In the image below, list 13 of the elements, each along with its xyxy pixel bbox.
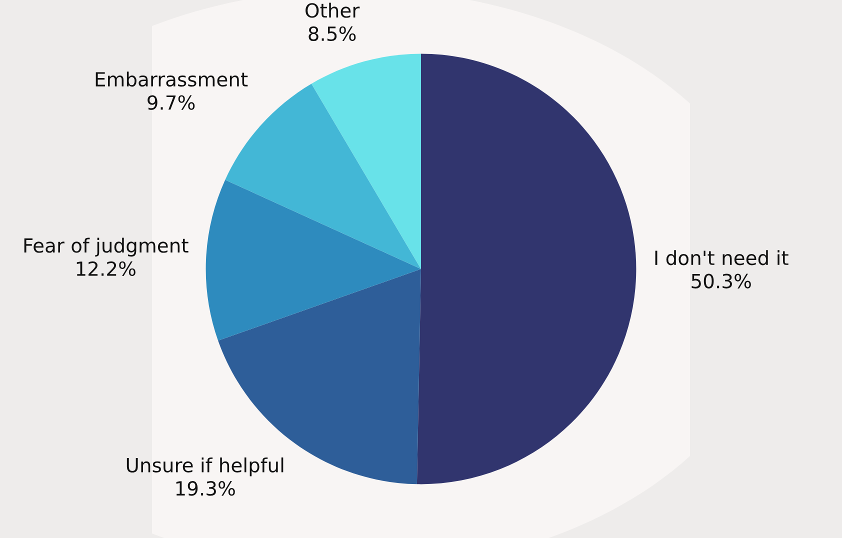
slice-label: I don't need it (655, 250, 788, 266)
data-label: 19.3% (176, 481, 235, 496)
slice-label: Fear of judgment (24, 238, 188, 257)
pie-slice (311, 54, 421, 269)
slice-label: Unsure if helpful (126, 457, 284, 476)
data-label: 12.2% (76, 261, 136, 276)
pie-slice (416, 54, 636, 484)
slice-label: Other (306, 2, 360, 18)
data-label: 8.5% (308, 26, 356, 42)
data-label: 9.7% (148, 95, 195, 110)
data-label: 50.3% (692, 274, 751, 288)
pie-slice (206, 180, 421, 341)
slice-label: Embarrassment (96, 72, 248, 87)
